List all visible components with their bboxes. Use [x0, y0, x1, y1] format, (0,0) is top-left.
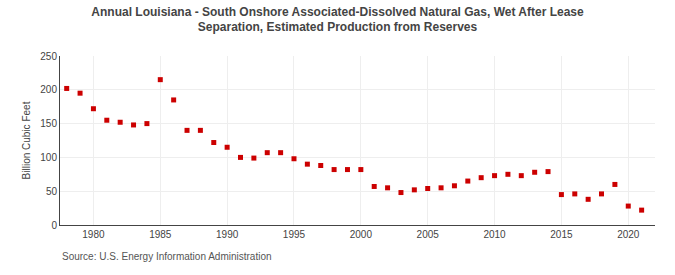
svg-text:1995: 1995 — [283, 229, 306, 240]
svg-text:1985: 1985 — [149, 229, 172, 240]
svg-text:0: 0 — [51, 220, 57, 231]
svg-text:250: 250 — [40, 51, 57, 62]
svg-text:100: 100 — [40, 152, 57, 163]
svg-text:200: 200 — [40, 84, 57, 95]
svg-text:2005: 2005 — [417, 229, 440, 240]
svg-text:50: 50 — [46, 186, 58, 197]
svg-text:2015: 2015 — [550, 229, 573, 240]
svg-text:Billion Cubic Feet: Billion Cubic Feet — [21, 101, 32, 179]
svg-text:2000: 2000 — [350, 229, 373, 240]
svg-text:Annual Louisiana - South Onsho: Annual Louisiana - South Onshore Associa… — [91, 5, 584, 35]
svg-text:1990: 1990 — [216, 229, 239, 240]
svg-text:2020: 2020 — [617, 229, 640, 240]
svg-text:1980: 1980 — [82, 229, 105, 240]
svg-text:150: 150 — [40, 118, 57, 129]
svg-text:Source: U.S. Energy Informatio: Source: U.S. Energy Information Administ… — [62, 251, 272, 262]
svg-text:2010: 2010 — [483, 229, 506, 240]
